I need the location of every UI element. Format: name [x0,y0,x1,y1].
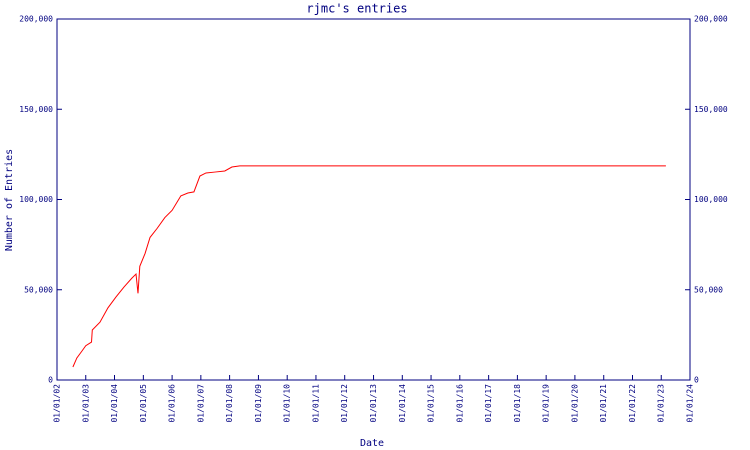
x-tick-label: 01/01/20 [570,384,579,423]
x-tick-label: 01/01/08 [225,384,234,423]
y-tick-label: 0 [48,376,53,385]
x-tick-label: 01/01/12 [340,384,349,423]
y2-tick-label: 50,000 [694,285,723,294]
x-tick-label: 01/01/04 [110,384,119,423]
x-tick-label: 01/01/07 [196,384,205,423]
x-tick-label: 01/01/05 [139,384,148,423]
x-tick-label: 01/01/10 [283,384,292,423]
y2-tick-label: 200,000 [694,15,728,24]
x-tick-label: 01/01/22 [628,384,637,423]
x-tick-label: 01/01/06 [168,384,177,423]
x-tick-label: 01/01/03 [81,384,90,423]
x-tick-label: 01/01/13 [369,384,378,423]
x-tick-label: 01/01/15 [427,384,436,423]
data-line [72,165,666,368]
y-tick-label: 200,000 [19,15,53,24]
x-tick-label: 01/01/24 [686,384,695,423]
x-tick-label: 01/01/02 [53,384,62,423]
y2-tick-label: 150,000 [694,105,728,114]
x-tick-label: 01/01/14 [398,384,407,423]
y-tick-label: 50,000 [24,285,53,294]
x-tick-label: 01/01/19 [542,384,551,423]
y2-tick-label: 100,000 [694,195,728,204]
x-tick-label: 01/01/17 [484,384,493,423]
x-tick-label: 01/01/23 [657,384,666,423]
x-tick-label: 01/01/21 [599,384,608,423]
x-axis-label: Date [360,438,384,449]
y-tick-label: 100,000 [19,195,53,204]
plot-frame [56,18,691,381]
x-tick-label: 01/01/09 [254,384,263,423]
y-axis-label: Number of Entries [4,149,15,251]
x-tick-label: 01/01/16 [455,384,464,423]
y2-tick-label: 0 [694,376,699,385]
x-tick-label: 01/01/18 [513,384,522,423]
y-tick-label: 150,000 [19,105,53,114]
chart-title: rjmc's entries [306,2,407,16]
x-tick-label: 01/01/11 [311,384,320,423]
